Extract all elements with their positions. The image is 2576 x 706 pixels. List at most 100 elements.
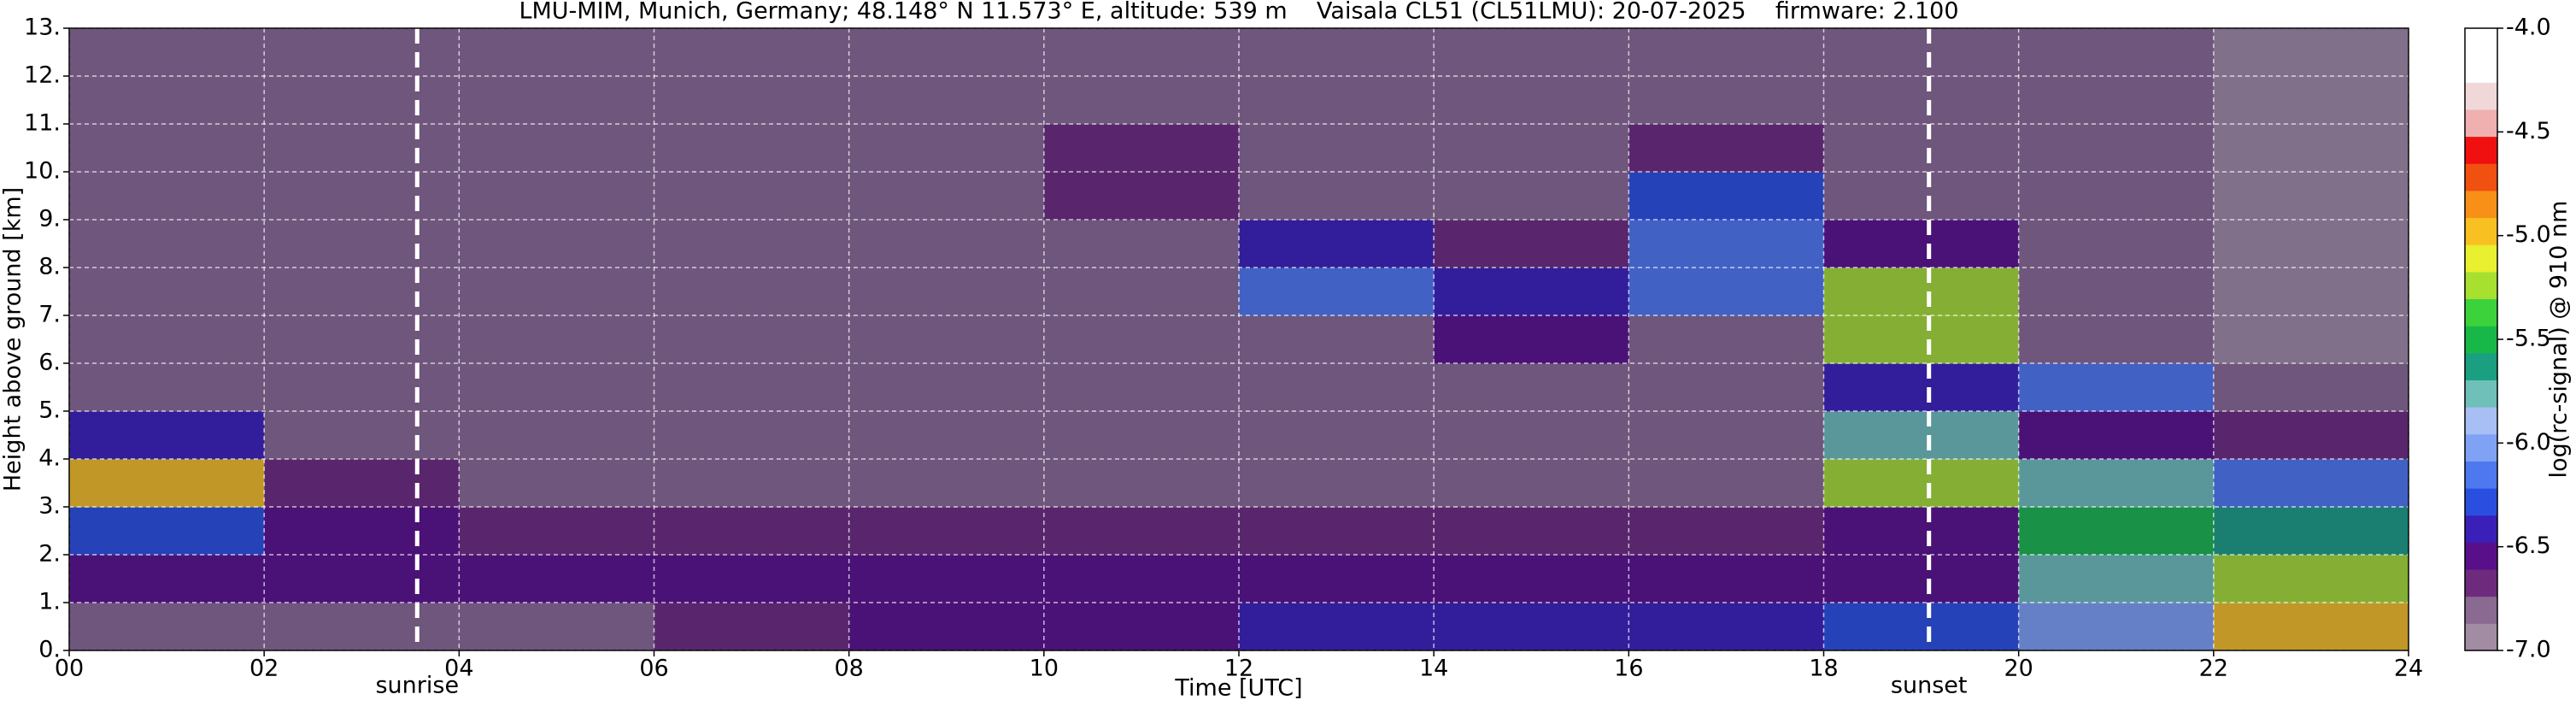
y-tick-label: 7.: [38, 302, 61, 328]
colorbar-segment: [2465, 55, 2497, 83]
y-tick-label: 8.: [38, 254, 61, 280]
heatmap-cell: [1239, 315, 1435, 364]
x-tick-label: 22: [2199, 656, 2228, 682]
heatmap-cell: [2213, 603, 2409, 651]
heatmap-cell: [1823, 603, 2020, 651]
heatmap-cell: [2213, 315, 2409, 364]
heatmap-cell: [1823, 28, 2020, 77]
heatmap-cell: [1043, 76, 1240, 125]
heatmap-cell: [1043, 220, 1240, 268]
heatmap-cell: [264, 411, 460, 460]
heatmap-cell: [1823, 555, 2020, 603]
heatmap-cell: [264, 268, 460, 316]
heatmap-cell: [1239, 172, 1435, 221]
x-tick-label: 20: [2004, 656, 2033, 682]
heatmap-cell: [264, 124, 460, 173]
heatmap-cell: [2213, 555, 2409, 603]
y-tick-label: 13.: [24, 15, 61, 41]
heatmap-cell: [1434, 172, 1629, 221]
colorbar-segment: [2465, 352, 2497, 380]
y-tick-label: 2.: [38, 541, 61, 568]
heatmap-cell: [1628, 268, 1824, 316]
heatmap-cell: [1434, 603, 1629, 651]
x-tick-label: 14: [1419, 656, 1448, 682]
colorbar-segment: [2465, 244, 2497, 273]
heatmap-cell: [459, 603, 654, 651]
heatmap-cell: [654, 507, 850, 556]
heatmap-cell: [1043, 411, 1240, 460]
heatmap-cell: [654, 603, 850, 651]
heatmap-cell: [1043, 315, 1240, 364]
heatmap-cell: [1628, 220, 1824, 268]
y-tick-label: 12.: [24, 62, 61, 89]
heatmap-cell: [459, 315, 654, 364]
colorbar-segment: [2465, 217, 2497, 245]
heatmap-cell: [459, 555, 654, 603]
heatmap-cell: [1043, 603, 1240, 651]
heatmap-cell: [654, 124, 850, 173]
colorbar-segment: [2465, 190, 2497, 219]
heatmap-cell: [264, 28, 460, 77]
heatmap-cell: [654, 76, 850, 125]
heatmap-cell: [264, 172, 460, 221]
heatmap-cell: [69, 507, 265, 556]
colorbar-segment: [2465, 623, 2497, 651]
colorbar-segment: [2465, 542, 2497, 570]
y-tick-label: 6.: [38, 350, 61, 376]
x-tick-label: 12: [1224, 656, 1253, 682]
heatmap-cell: [654, 459, 850, 508]
heatmap-cell: [69, 220, 265, 268]
y-axis-label: Height above ground [km]: [0, 187, 26, 491]
heatmap-cell: [1434, 459, 1629, 508]
heatmap-cell: [2018, 315, 2215, 364]
heatmap-cell: [1043, 28, 1240, 77]
heatmap-cell: [459, 28, 654, 77]
heatmap-cell: [848, 172, 1045, 221]
heatmap-cell: [1823, 507, 2020, 556]
colorbar-segment: [2465, 163, 2497, 191]
colorbar-label: log(rc-signal) @ 910 nm: [2546, 201, 2573, 479]
heatmap-cell: [1434, 268, 1629, 316]
heatmap-cell: [1043, 124, 1240, 173]
y-tick-label: 9.: [38, 206, 61, 232]
heatmap-cell: [1823, 124, 2020, 173]
heatmap-cell: [2213, 172, 2409, 221]
heatmap-cell: [264, 76, 460, 125]
heatmap-cell: [2213, 411, 2409, 460]
colorbar-segment: [2465, 136, 2497, 164]
annotation-label: sunset: [1891, 673, 1968, 699]
heatmap-cell: [459, 411, 654, 460]
heatmap-cell: [848, 411, 1045, 460]
colorbar-segment: [2465, 326, 2497, 354]
heatmap-cell: [654, 411, 850, 460]
colorbar-segment: [2465, 109, 2497, 138]
x-tick-label: 18: [1809, 656, 1838, 682]
heatmap-cell: [459, 124, 654, 173]
heatmap-cell: [264, 459, 460, 508]
heatmap-cell: [1628, 507, 1824, 556]
heatmap-cell: [69, 172, 265, 221]
chart-title: LMU-MIM, Munich, Germany; 48.148° N 11.5…: [519, 0, 1958, 25]
heatmap-cell: [1239, 363, 1435, 412]
heatmap-cell: [1239, 411, 1435, 460]
heatmap-cell: [1628, 28, 1824, 77]
heatmap-cell: [1239, 603, 1435, 651]
heatmap-cell: [459, 363, 654, 412]
heatmap-cell: [1434, 76, 1629, 125]
heatmap-cell: [1043, 459, 1240, 508]
colorbar-segment: [2465, 82, 2497, 110]
heatmap-cell: [1434, 315, 1629, 364]
heatmap-cell: [1434, 555, 1629, 603]
heatmap-cell: [264, 220, 460, 268]
heatmap-cell: [1239, 459, 1435, 508]
heatmap-cell: [1628, 172, 1824, 221]
heatmap-cell: [1434, 411, 1629, 460]
heatmap-cell: [69, 28, 265, 77]
heatmap-cell: [848, 459, 1045, 508]
y-tick-label: 11.: [24, 110, 61, 137]
heatmap-cell: [2213, 268, 2409, 316]
colorbar-tick-label: -7.0: [2506, 637, 2551, 663]
colorbar-segment: [2465, 298, 2497, 327]
heatmap-cell: [1823, 220, 2020, 268]
heatmap-cell: [459, 507, 654, 556]
